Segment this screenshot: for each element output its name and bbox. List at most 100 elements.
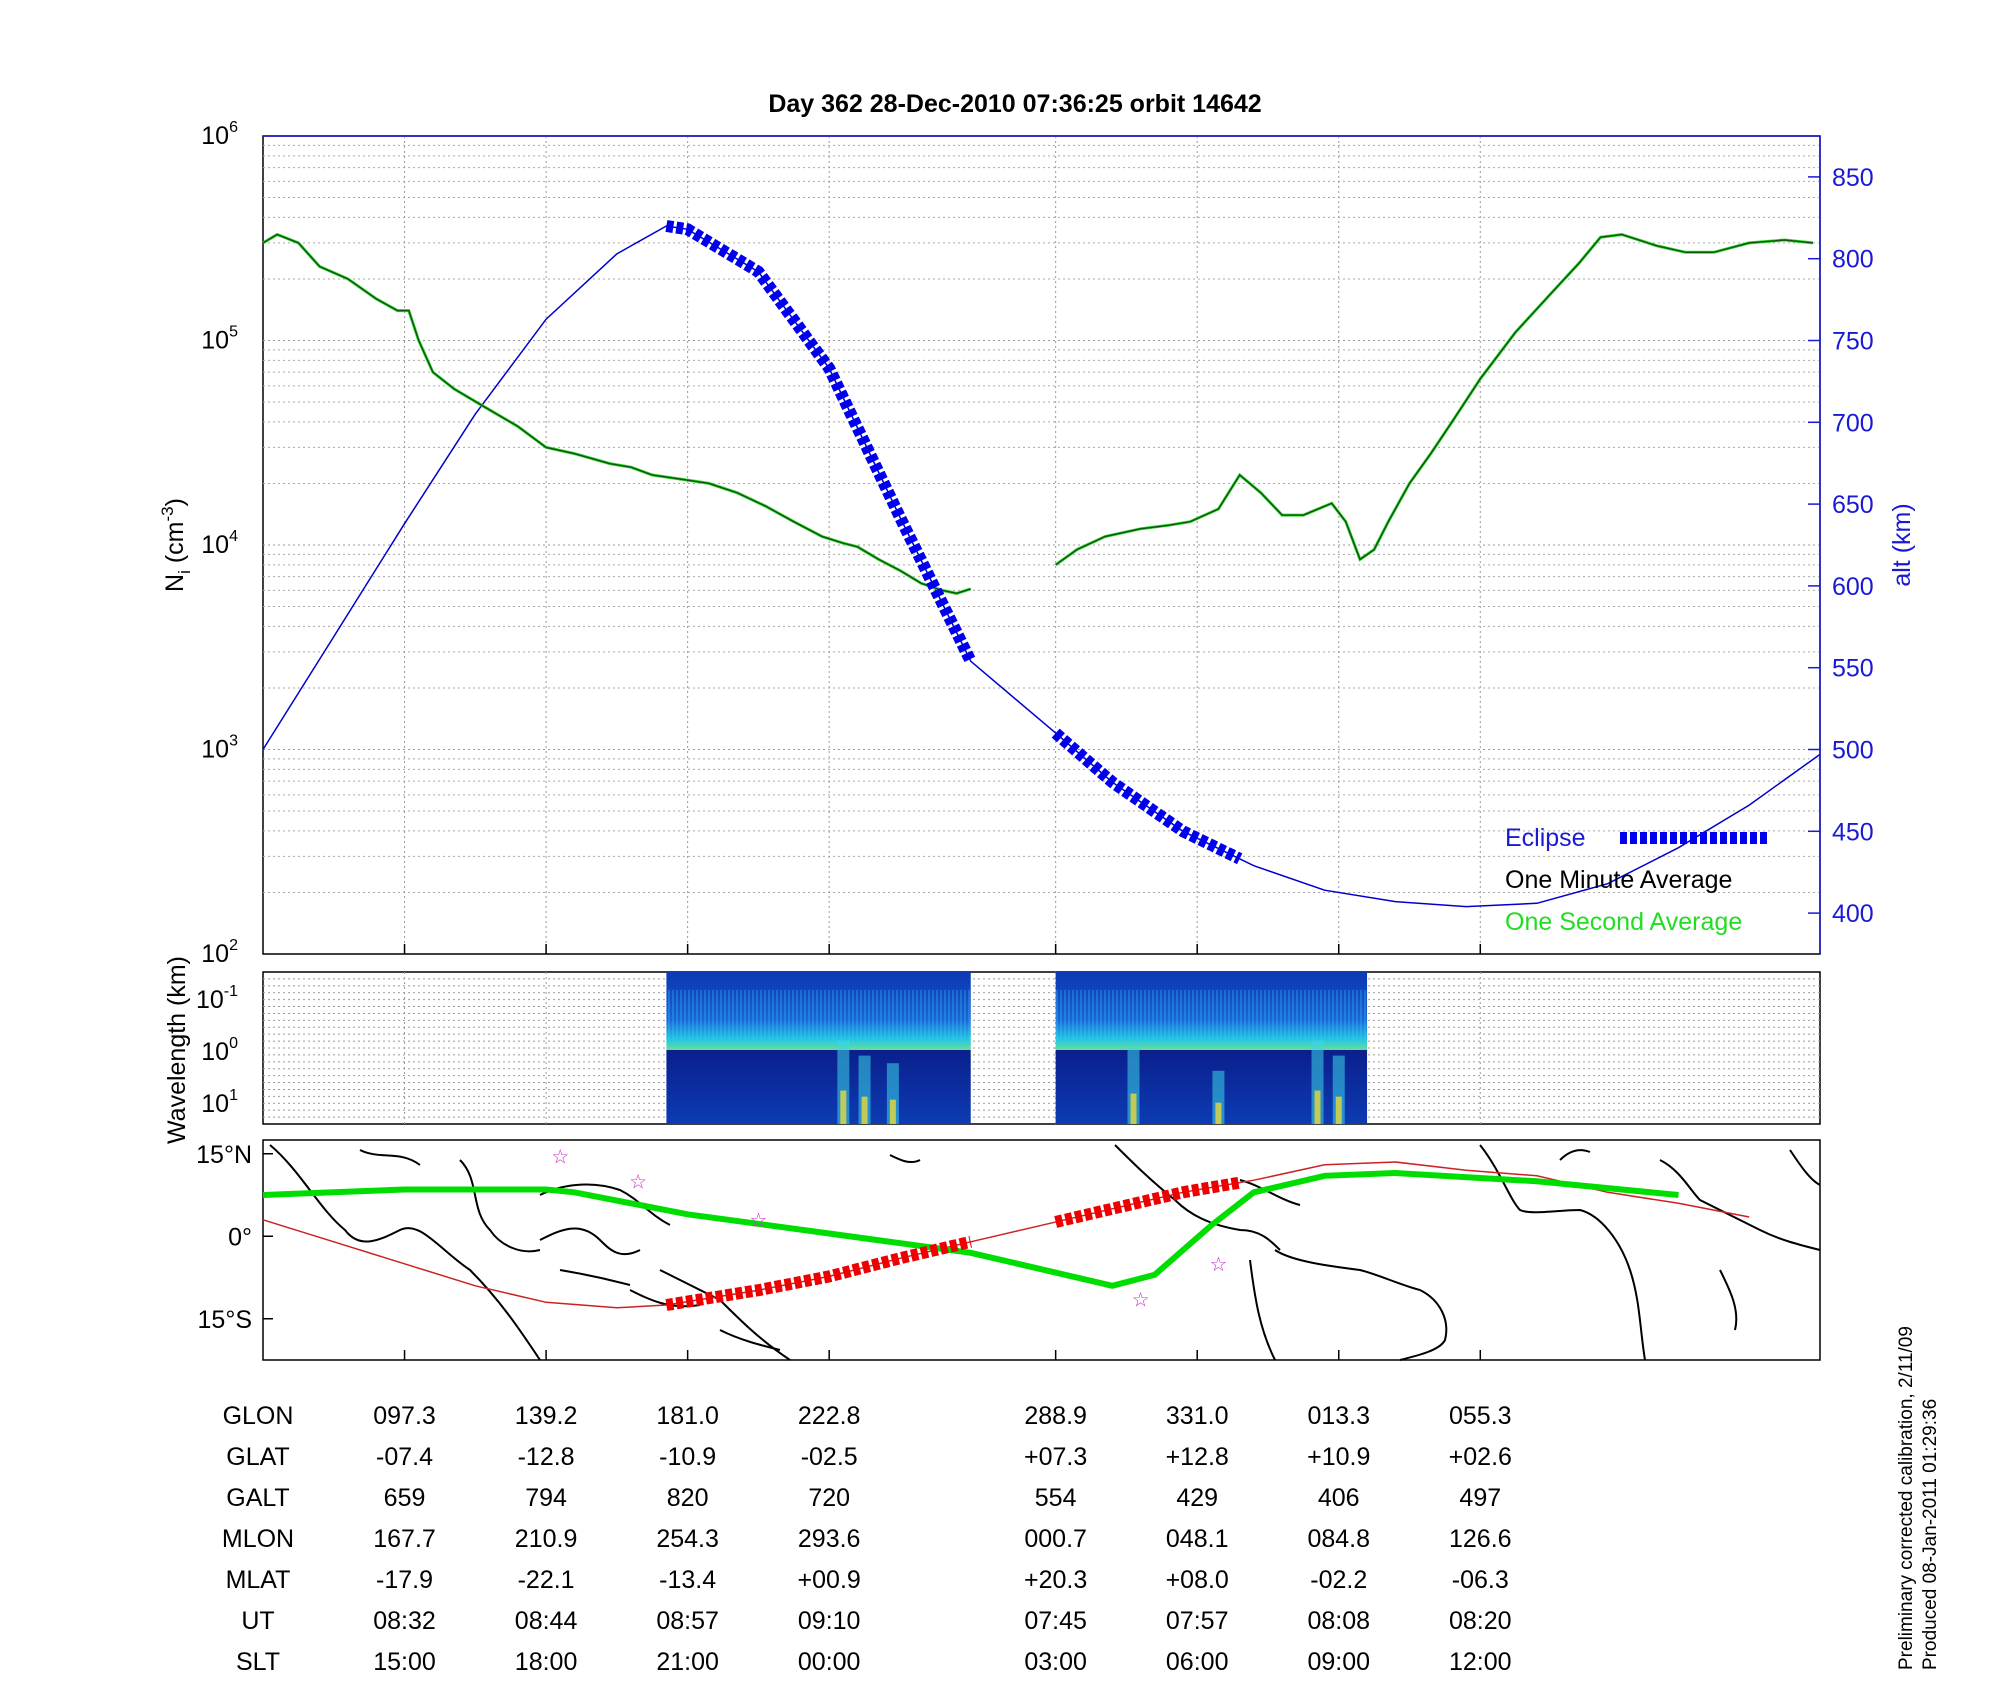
table-cell: 554 [1035, 1484, 1077, 1512]
table-cell: 167.7 [373, 1525, 436, 1553]
ion-density-plot-area [262, 135, 1821, 955]
star-marker: ☆ [629, 1171, 647, 1193]
spectrogram-burst-core [1335, 1096, 1342, 1124]
star-marker: ☆ [1209, 1254, 1227, 1276]
table-cell: +20.3 [1024, 1566, 1087, 1594]
table-cell: 00:00 [798, 1648, 861, 1676]
table-row-label: UT [241, 1607, 274, 1635]
alt-tick-label: 800 [1832, 246, 1874, 274]
table-cell: -02.5 [801, 1443, 858, 1471]
table-cell: 08:08 [1307, 1607, 1370, 1635]
table-cell: 293.6 [798, 1525, 861, 1553]
table-cell: 497 [1459, 1484, 1501, 1512]
density-tick-label: 106 [201, 119, 238, 150]
alt-tick-label: 750 [1832, 328, 1874, 356]
wavelength-tick-label: 10-1 [196, 983, 238, 1014]
wavelength-tick-label: 101 [201, 1087, 238, 1118]
one-minute-average-line [262, 233, 971, 595]
eclipse-track-segment [665, 1235, 973, 1311]
latitude-axis-ticks: 15°N 0° 15°S [196, 1141, 252, 1334]
table-cell: 09:10 [798, 1607, 861, 1635]
table-cell: 820 [667, 1484, 709, 1512]
density-tick-label: 103 [201, 733, 238, 764]
table-cell: 097.3 [373, 1402, 436, 1430]
legend-minute-label: One Minute Average [1505, 866, 1732, 894]
density-tick-label: 104 [201, 528, 238, 559]
table-cell: +12.8 [1166, 1443, 1229, 1471]
table-cell: 288.9 [1024, 1402, 1087, 1430]
alt-tick-label: 550 [1832, 655, 1874, 683]
spectrogram-burst-core [889, 1099, 896, 1124]
alt-tick-label: 850 [1832, 164, 1874, 192]
alt-axis-label: alt (km) [1888, 503, 1916, 586]
wavelength-axis-ticks: 10-1 100 101 [196, 983, 238, 1118]
table-cell: 12:00 [1449, 1648, 1512, 1676]
chart-title: Day 362 28-Dec-2010 07:36:25 orbit 14642 [768, 90, 1261, 118]
eclipse-track-segment [1054, 1176, 1241, 1228]
table-cell: 03:00 [1024, 1648, 1087, 1676]
table-cell: 794 [525, 1484, 567, 1512]
spectrogram-plot-area [262, 971, 1821, 1125]
table-cell: 720 [808, 1484, 850, 1512]
map-plot-area [262, 1139, 1821, 1361]
table-cell: -06.3 [1452, 1566, 1509, 1594]
table-cell: -02.2 [1310, 1566, 1367, 1594]
table-cell: -22.1 [518, 1566, 575, 1594]
map-grid [263, 1153, 1482, 1360]
table-cell: 08:32 [373, 1607, 436, 1635]
table-cell: 055.3 [1449, 1402, 1512, 1430]
ground-track-line [262, 1161, 1750, 1309]
table-cell: +10.9 [1307, 1443, 1370, 1471]
table-cell: 07:57 [1166, 1607, 1229, 1635]
table-cell: 08:44 [515, 1607, 578, 1635]
latitude-tick-label: 15°S [198, 1306, 252, 1334]
density-axis-label: Ni (cm-3) [158, 498, 194, 592]
table-cell: +00.9 [798, 1566, 861, 1594]
table-row-label: GALT [226, 1484, 289, 1512]
table-cell: -10.9 [659, 1443, 716, 1471]
wavelength-axis-label: Wavelength (km) [163, 956, 191, 1144]
table-row-label: GLAT [226, 1443, 289, 1471]
alt-tick-label: 450 [1832, 818, 1874, 846]
spectrogram-block [666, 972, 971, 1124]
table-row-label: MLON [222, 1525, 294, 1553]
spectrogram-burst-core [840, 1090, 847, 1124]
latitude-tick-label: 0° [228, 1223, 252, 1251]
star-marker: ☆ [551, 1147, 569, 1169]
density-tick-label: 105 [201, 324, 238, 355]
density-axis-ticks: 102 103 104 105 106 [201, 119, 238, 968]
alt-tick-label: 700 [1832, 409, 1874, 437]
table-cell: 139.2 [515, 1402, 578, 1430]
table-cell: 210.9 [515, 1525, 578, 1553]
table-cell: 126.6 [1449, 1525, 1512, 1553]
altitude-line [262, 225, 1821, 908]
table-cell: 18:00 [515, 1648, 578, 1676]
magnetic-equator-line [262, 1169, 1679, 1289]
ion-density-panel: 102 103 104 105 106 400 450 500 550 600 650 700 750… [158, 119, 1916, 968]
calibration-note: Preliminary corrected calibration, 2/11/… [1896, 1326, 1917, 1670]
table-cell: +07.3 [1024, 1443, 1087, 1471]
table-cell: 331.0 [1166, 1402, 1229, 1430]
table-cell: 000.7 [1024, 1525, 1087, 1553]
spectrogram-burst-core [1314, 1090, 1321, 1124]
star-marker: ☆ [749, 1210, 767, 1232]
produced-note: Produced 08-Jan-2011 01:29:36 [1920, 1399, 1941, 1670]
table-cell: 21:00 [656, 1648, 719, 1676]
alt-tick-label: 650 [1832, 491, 1874, 519]
table-cell: 084.8 [1307, 1525, 1370, 1553]
table-cell: 09:00 [1307, 1648, 1370, 1676]
legend-eclipse-label: Eclipse [1505, 824, 1586, 852]
eclipse-segment [665, 220, 977, 664]
spectrogram-burst-core [861, 1096, 868, 1124]
eclipse-segment [1051, 728, 1243, 865]
table-cell: +02.6 [1449, 1443, 1512, 1471]
table-cell: -13.4 [659, 1566, 716, 1594]
legend-second-label: One Second Average [1505, 908, 1742, 936]
table-cell: 08:57 [656, 1607, 719, 1635]
chart-legend: Eclipse One Minute Average One Second Av… [1505, 824, 1770, 936]
alt-tick-label: 500 [1832, 737, 1874, 765]
spectrogram-data [666, 972, 1368, 1124]
table-cell: 429 [1176, 1484, 1218, 1512]
table-cell: 07:45 [1024, 1607, 1087, 1635]
